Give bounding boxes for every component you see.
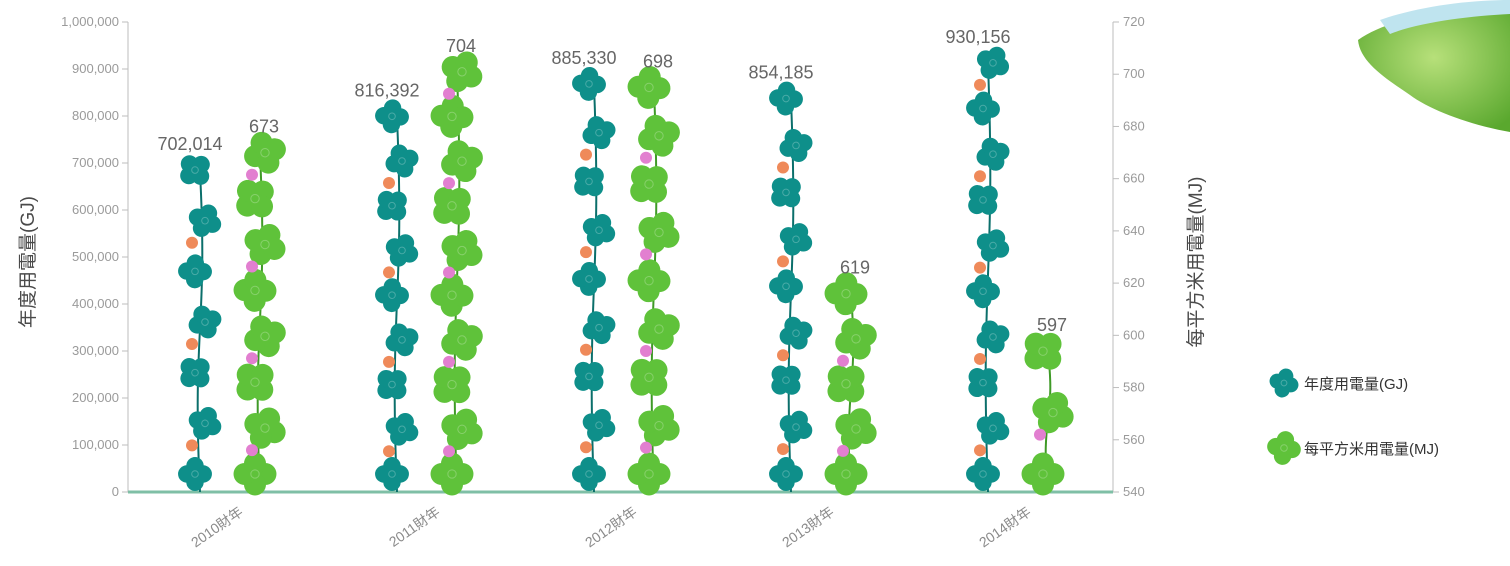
- value-label-annual-3: 854,185: [748, 63, 813, 83]
- value-label-per-sqm-1: 704: [446, 36, 476, 56]
- bars-layer: [178, 46, 1074, 496]
- category-label-1: 2011財年: [386, 503, 443, 549]
- y-tick-label: 900,000: [72, 61, 119, 76]
- legend-clover-green-icon: [1267, 431, 1301, 465]
- y-axis-title: 年度用電量(GJ): [17, 196, 39, 328]
- y2-tick-label: 580: [1123, 380, 1145, 395]
- y2-tick-label: 620: [1123, 275, 1145, 290]
- y-tick-label: 100,000: [72, 437, 119, 452]
- y2-tick-label: 640: [1123, 223, 1145, 238]
- y-tick-label: 800,000: [72, 108, 119, 123]
- y-tick-label: 200,000: [72, 390, 119, 405]
- y-tick-label: 400,000: [72, 296, 119, 311]
- bar-per-sqm-2: [627, 65, 680, 496]
- labels-layer: 702,014 673 2010財年 816,392 704 2011財年 885,330 6…: [157, 27, 1067, 551]
- y2-tick-label: 660: [1123, 171, 1145, 186]
- bar-annual-1: [375, 99, 419, 493]
- y-tick-label: 0: [112, 484, 119, 499]
- axes-layer: 0 100,000 200,000 300,000 400,000 500,000 600,…: [61, 14, 1145, 499]
- y2-tick-label: 600: [1123, 327, 1145, 342]
- bar-per-sqm-1: [430, 51, 483, 496]
- y2-tick-label: 700: [1123, 66, 1145, 81]
- legend-label-annual: 年度用電量(GJ): [1304, 376, 1408, 393]
- value-label-per-sqm-4: 597: [1037, 315, 1067, 335]
- bar-per-sqm-3: [824, 272, 877, 496]
- bar-annual-4: [966, 46, 1010, 493]
- category-label-2: 2012財年: [582, 503, 640, 550]
- bar-annual-0: [178, 155, 222, 493]
- value-label-annual-2: 885,330: [551, 48, 616, 68]
- y-tick-label: 500,000: [72, 249, 119, 264]
- y-tick-label: 1,000,000: [61, 14, 119, 29]
- bar-per-sqm-0: [233, 131, 286, 496]
- decorative-hill: [1358, 0, 1510, 132]
- legend-label-per-sqm: 每平方米用電量(MJ): [1304, 441, 1439, 458]
- y-tick-label: 300,000: [72, 343, 119, 358]
- value-label-annual-4: 930,156: [945, 27, 1010, 47]
- category-label-0: 2010財年: [188, 503, 246, 550]
- bar-annual-3: [769, 81, 813, 493]
- legend: 年度用電量(GJ) 每平方米用電量(MJ): [1267, 368, 1439, 465]
- y2-tick-label: 720: [1123, 14, 1145, 29]
- category-label-4: 2014財年: [976, 503, 1034, 550]
- legend-clover-teal-icon: [1269, 368, 1299, 398]
- y2-tick-label: 680: [1123, 118, 1145, 133]
- category-label-3: 2013財年: [779, 503, 837, 550]
- y2-tick-label: 540: [1123, 484, 1145, 499]
- y2-axis-title: 每平方米用電量(MJ): [1185, 177, 1207, 348]
- value-label-per-sqm-3: 619: [840, 258, 870, 278]
- value-label-per-sqm-0: 673: [249, 117, 279, 137]
- bar-per-sqm-4: [1021, 332, 1074, 496]
- value-label-annual-1: 816,392: [354, 80, 419, 100]
- bar-annual-2: [572, 66, 616, 493]
- y-tick-label: 600,000: [72, 202, 119, 217]
- value-label-annual-0: 702,014: [157, 134, 222, 154]
- y2-tick-label: 560: [1123, 432, 1145, 447]
- y-tick-label: 700,000: [72, 155, 119, 170]
- value-label-per-sqm-2: 698: [643, 51, 673, 71]
